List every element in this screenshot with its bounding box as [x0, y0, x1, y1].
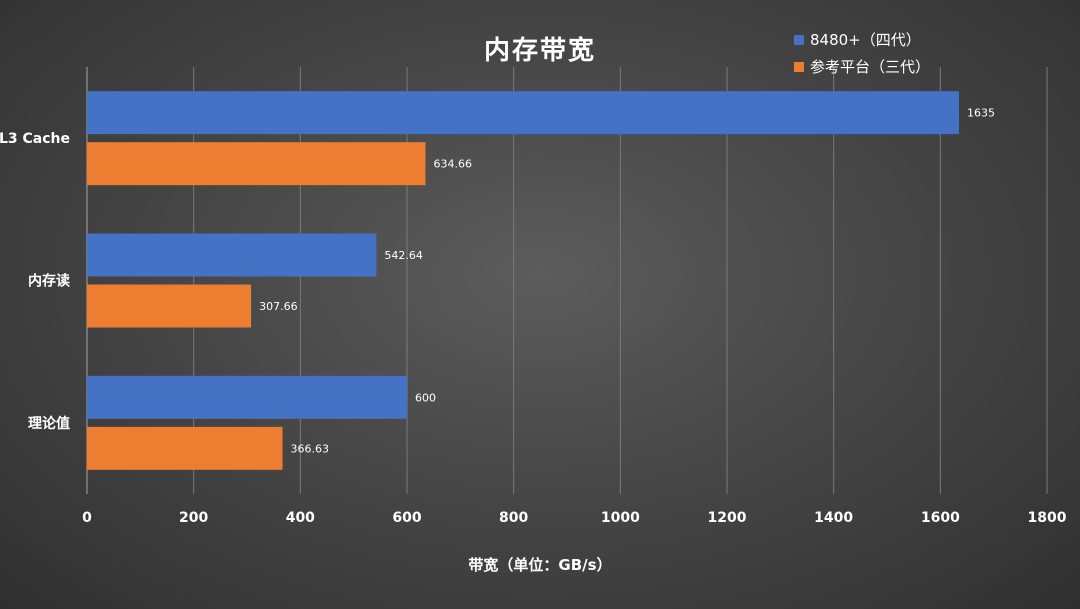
bar-series-1 [87, 375, 407, 419]
chart-title: 内存带宽 [483, 36, 596, 66]
legend-label-series-2: 参考平台（三代） [810, 58, 931, 76]
bar-series-2 [87, 426, 283, 470]
legend-swatch-series-2 [794, 61, 804, 72]
x-tick-label: 200 [179, 510, 208, 526]
x-tick-label: 400 [286, 510, 315, 526]
x-tick-label: 1200 [708, 510, 747, 526]
y-category-label: L3 Cache [0, 131, 70, 147]
data-label: 542.64 [384, 249, 423, 262]
y-category-label: 内存读 [28, 273, 70, 290]
legend-item-series-2: 参考平台（三代） [794, 53, 930, 80]
x-tick-label: 800 [499, 510, 528, 526]
x-tick-label: 0 [82, 510, 92, 526]
bar-series-1 [87, 91, 959, 135]
bar-series-1 [87, 233, 377, 277]
data-label: 634.66 [433, 158, 472, 171]
data-label: 600 [415, 391, 436, 404]
data-label: 1635 [967, 107, 995, 120]
legend-swatch-series-1 [794, 34, 804, 45]
x-axis-title: 带宽（单位：GB/s） [468, 556, 612, 574]
legend-item-series-1: 8480+（四代） [794, 26, 930, 53]
bar-series-2 [87, 142, 426, 186]
bar-series-2 [87, 284, 252, 328]
data-label: 307.66 [259, 300, 298, 313]
x-tick-label: 1400 [814, 510, 853, 526]
x-tick-label: 1600 [921, 510, 960, 526]
data-label: 366.63 [291, 442, 330, 455]
x-tick-label: 1800 [1028, 510, 1067, 526]
legend: 8480+（四代） 参考平台（三代） [794, 26, 930, 80]
legend-label-series-1: 8480+（四代） [810, 31, 921, 49]
y-category-label: 理论值 [28, 415, 70, 432]
x-tick-label: 1000 [601, 510, 640, 526]
x-tick-label: 600 [392, 510, 421, 526]
